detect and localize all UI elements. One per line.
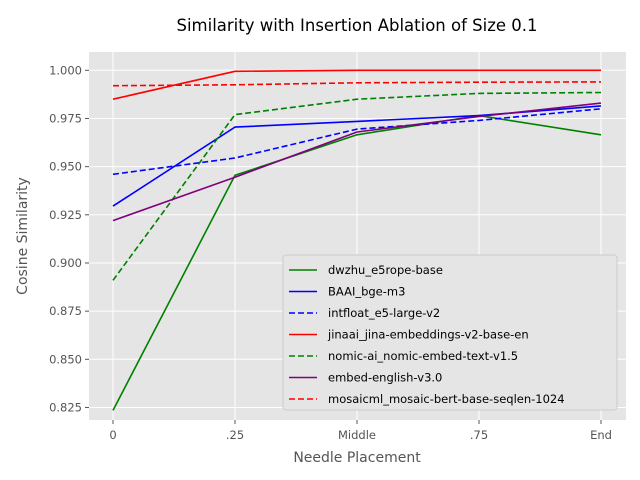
series-line [112,91,602,281]
legend-label: embed-english-v3.0 [328,371,442,385]
legend-label: jinaai_jina-embeddings-v2-base-en [327,328,529,342]
series-line [112,81,602,87]
series-lines [112,69,602,411]
series-line [112,114,602,411]
y-tick-label: 0.825 [49,400,82,414]
x-tick-label: Middle [338,428,376,442]
legend-label: dwzhu_e5rope-base [328,263,443,277]
legend-label: mosaicml_mosaic-bert-base-seqlen-1024 [328,392,565,406]
y-ticks: 0.825 0.850 0.875 0.900 0.925 0.950 0.975 1.000 [49,63,89,414]
y-tick-label: 0.900 [49,256,82,270]
y-tick-label: 0.875 [49,304,82,318]
series-line [112,69,601,100]
x-tick-label: End [590,428,612,442]
y-tick-label: 0.950 [49,160,82,174]
x-tick-label: 0 [109,428,116,442]
x-tick-label: .25 [226,428,244,442]
legend-label: intfloat_e5-large-v2 [328,306,440,320]
x-axis-label: Needle Placement [293,450,421,466]
legend-label: nomic-ai_nomic-embed-text-v1.5 [328,349,518,363]
grid [89,52,626,420]
x-tick-label: .75 [470,428,488,442]
chart-title: Similarity with Insertion Ablation of Si… [176,16,537,35]
y-tick-label: 0.850 [49,352,82,366]
series-line [112,102,602,222]
y-axis-label: Cosine Similarity [15,177,31,295]
legend-box [282,254,618,411]
series-line [112,108,602,176]
legend: dwzhu_e5rope-base BAAI_bge-m3 intfloat_e5-… [282,254,618,411]
y-tick-label: 0.925 [49,208,82,222]
legend-label: BAAI_bge-m3 [328,285,405,299]
x-ticks: 0 .25 Middle .75 End [109,420,612,442]
y-tick-label: 0.975 [49,111,82,125]
y-tick-label: 1.000 [49,63,82,77]
